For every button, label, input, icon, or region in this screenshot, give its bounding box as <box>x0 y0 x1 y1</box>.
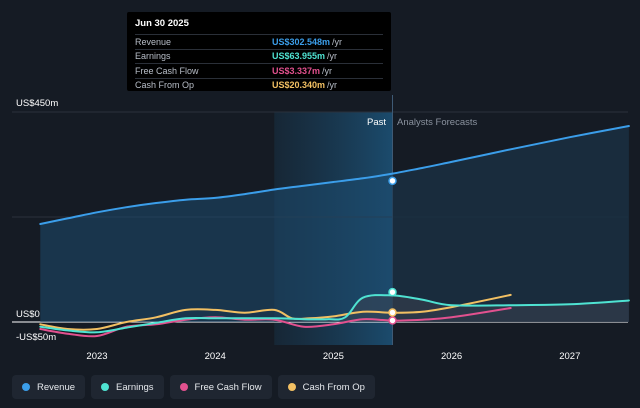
y-axis-top-label: US$450m <box>16 98 58 109</box>
legend-label: Cash From Op <box>302 381 365 393</box>
x-tick-label: 2023 <box>86 351 107 362</box>
tooltip-row-earnings: Earnings US$63.955m/yr <box>135 48 383 64</box>
series-line-earnings <box>39 294 630 334</box>
tooltip-value: US$63.955m <box>272 51 326 62</box>
legend-dot-icon <box>287 383 296 391</box>
legend-dot-icon <box>179 383 188 391</box>
legend-label: Revenue <box>37 381 76 393</box>
tooltip-value: US$302.548m <box>272 36 331 47</box>
marker-earnings <box>388 287 397 297</box>
tooltip-row-revenue: Revenue US$302.548m/yr <box>135 34 383 49</box>
tooltip-value-wrap: US$20.340m/yr <box>272 80 337 90</box>
legend-dot-icon <box>22 383 30 391</box>
marker-cash-from-op <box>388 308 397 317</box>
tooltip-date: Jun 30 2025 <box>135 18 189 29</box>
tooltip: Jun 30 2025 Revenue US$302.548m/yr Earni… <box>127 12 391 91</box>
tooltip-unit: /yr <box>332 36 343 47</box>
x-tick-label: 2025 <box>323 351 344 362</box>
tooltip-row-free-cash-flow: Free Cash Flow US$3.337m/yr <box>135 63 383 78</box>
tooltip-label: Cash From Op <box>135 80 195 91</box>
marker-free-cash-flow <box>388 316 397 325</box>
legend-label: Earnings <box>116 381 154 393</box>
tooltip-value-wrap: US$63.955m/yr <box>272 51 337 61</box>
tooltip-label: Revenue <box>135 36 172 47</box>
tooltip-unit: /yr <box>322 65 333 76</box>
tooltip-value-wrap: US$302.548m/yr <box>272 37 342 47</box>
tooltip-value: US$20.340m <box>272 80 326 91</box>
forecast-label: Analysts Forecasts <box>397 117 477 128</box>
x-tick-label: 2024 <box>205 351 226 362</box>
tooltip-row-cash-from-op: Cash From Op US$20.340m/yr <box>135 77 383 93</box>
series-line-revenue <box>39 125 630 225</box>
marker-revenue <box>388 176 397 186</box>
tooltip-label: Free Cash Flow <box>135 65 199 76</box>
legend-label: Free Cash Flow <box>194 381 262 393</box>
legend-item-revenue[interactable]: Revenue <box>12 375 86 399</box>
y-axis-zero-label: US$0 <box>16 309 40 320</box>
series-line-free-cash-flow <box>39 307 512 338</box>
lower-series-area-fill <box>274 295 629 322</box>
legend-item-free-cash-flow[interactable]: Free Cash Flow <box>169 375 272 399</box>
revenue-forecast-area-fill <box>392 126 629 322</box>
x-tick-label: 2027 <box>559 351 580 362</box>
tooltip-unit: /yr <box>327 80 338 91</box>
y-axis-neg-label: -US$50m <box>16 332 56 343</box>
legend-dot-icon <box>101 383 110 391</box>
tooltip-value-wrap: US$3.337m/yr <box>272 66 332 76</box>
legend-item-earnings[interactable]: Earnings <box>91 375 164 399</box>
series-line-cash-from-op <box>39 293 512 331</box>
tooltip-label: Earnings <box>135 51 171 62</box>
x-tick-label: 2026 <box>441 351 462 362</box>
revenue-area-fill <box>40 173 393 322</box>
legend-item-cash-from-op[interactable]: Cash From Op <box>277 375 375 399</box>
legend: Revenue Earnings Free Cash Flow Cash Fro… <box>12 375 375 399</box>
tooltip-value: US$3.337m <box>272 65 321 76</box>
tooltip-unit: /yr <box>327 51 338 62</box>
past-label: Past <box>367 117 386 128</box>
